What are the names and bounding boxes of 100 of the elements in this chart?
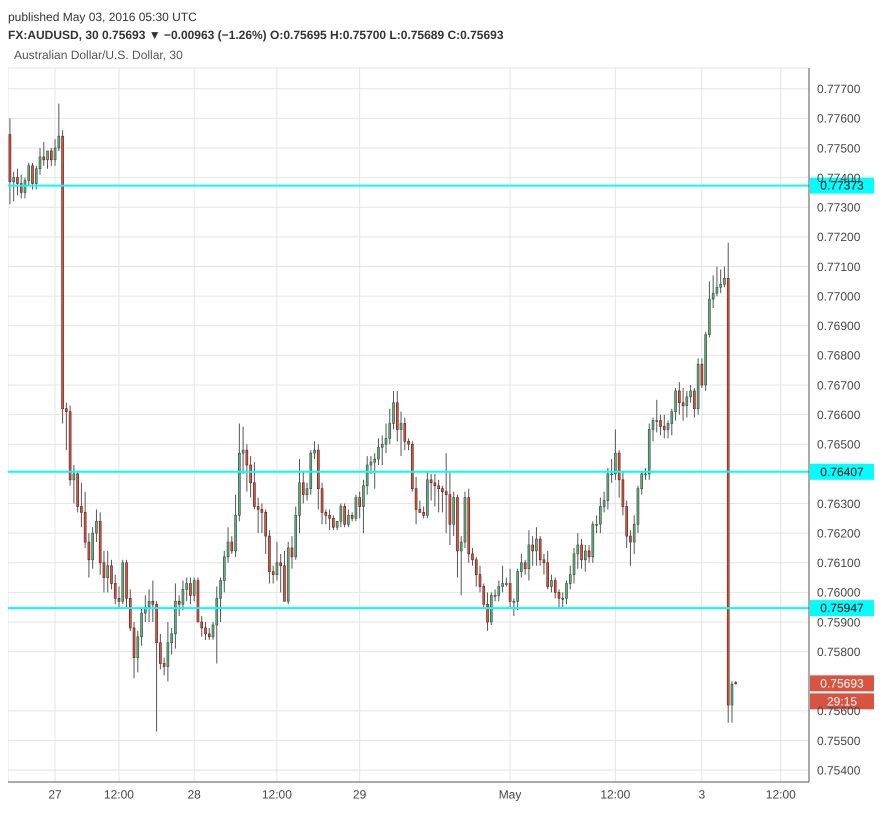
candlestick [12, 171, 15, 202]
candlestick [178, 594, 180, 617]
candlestick [302, 470, 305, 504]
candlestick [246, 444, 248, 492]
text: published May 03, 2016 05:30 UTC [8, 10, 197, 24]
x-tick-label: May [498, 788, 522, 802]
candlestick [42, 142, 46, 166]
candlestick [554, 577, 557, 599]
x-tick-label: 12:00 [766, 788, 796, 802]
y-tick-label: 0.76300 [817, 496, 861, 511]
y-tick-label: 0.76900 [817, 319, 861, 334]
candlestick [730, 680, 734, 724]
candlestick [106, 550, 110, 593]
x-tick-label: 3 [698, 788, 706, 802]
candlestick [474, 556, 478, 587]
y-tick-label: 0.76600 [817, 408, 861, 422]
y-tick-label: 0.75400 [817, 763, 861, 778]
candlestick [538, 536, 542, 566]
candlestick [689, 384, 692, 404]
candlestick [400, 411, 402, 457]
y-tick-label: 0.75900 [817, 615, 861, 630]
ref-line-label: 0.75947 [820, 601, 864, 616]
candlestick [208, 627, 211, 640]
y-tick-label: 0.76100 [817, 556, 861, 570]
candlestick [72, 464, 76, 504]
candlestick [347, 508, 350, 528]
candlestick [434, 473, 436, 507]
y-tick-label: 0.75500 [817, 734, 861, 748]
candlestick [550, 574, 553, 593]
candlestick [189, 577, 192, 605]
candlestick [50, 147, 53, 166]
candlestick [31, 162, 34, 190]
candlestick [148, 588, 150, 623]
candlestick [524, 559, 526, 576]
candlestick [444, 452, 448, 534]
x-tick-label: 12:00 [104, 788, 134, 802]
x-tick-label: 12:00 [600, 788, 631, 802]
y-tick-label: 0.77300 [817, 200, 861, 215]
candlestick [404, 417, 406, 451]
y-tick-label: 0.77700 [817, 82, 861, 96]
candlestick [166, 622, 170, 682]
candlestick [700, 358, 704, 388]
candlestick [498, 580, 500, 602]
candlestick [230, 536, 234, 554]
candlestick [588, 544, 590, 564]
candlestick [662, 414, 666, 439]
x-tick-label: 27 [48, 788, 62, 802]
candlestick [422, 506, 425, 519]
candlestick [328, 508, 331, 531]
candlestick [253, 462, 256, 510]
chart-title: FX:AUDUSD, 30 0.75693 ▼ −0.00963 (−1.26%) O:0.75695 H:0.75700 L:0.75689 C:0.75693 [8, 27, 505, 44]
candlestick [441, 485, 444, 513]
candlestick [54, 138, 56, 166]
candlestick [655, 399, 658, 433]
x-tick-label: 29 [352, 788, 367, 802]
candlestick [358, 491, 361, 519]
candlestick [719, 268, 722, 294]
candlestick [531, 536, 534, 566]
y-tick-label: 0.77100 [817, 260, 861, 274]
y-tick-label: 0.76800 [817, 348, 861, 363]
y-tick-label: 0.75800 [817, 644, 861, 659]
chart-subtitle: Australian Dollar/U.S. Dollar, 30 [14, 48, 183, 62]
x-tick-label: 28 [187, 788, 202, 802]
candlestick [332, 514, 335, 531]
y-tick-label: 0.77000 [817, 289, 861, 304]
y-tick-label: 0.77500 [817, 141, 861, 156]
candlestick [384, 423, 388, 454]
candlestick [430, 473, 432, 502]
candlestick [599, 497, 602, 534]
candlestick [182, 580, 184, 611]
candlestick [118, 586, 120, 608]
candlestick [584, 544, 587, 572]
candlestick [380, 434, 384, 466]
candlestick [716, 266, 718, 297]
y-tick-label: 0.76000 [817, 586, 861, 600]
y-tick-label: 0.76200 [817, 526, 861, 540]
y-tick-label: 0.76500 [817, 438, 861, 452]
candlestick [343, 503, 346, 528]
candlestick [508, 568, 512, 608]
candlestick [682, 387, 684, 422]
text: 0.75693 [820, 676, 864, 690]
y-tick-label: 0.77600 [817, 112, 861, 126]
candlestick [354, 494, 358, 522]
candlestick [16, 168, 19, 196]
candlestick [204, 622, 207, 640]
candlestick [693, 387, 696, 418]
candlestick [290, 536, 294, 570]
candlestick [723, 266, 726, 288]
candlestick [185, 577, 188, 602]
y-tick-label: 0.77200 [817, 230, 861, 244]
candlestick [528, 530, 530, 582]
candlestick [678, 382, 681, 416]
candlestick [192, 577, 196, 602]
candlestick [535, 526, 538, 566]
candlestick [686, 390, 688, 418]
candlestick [340, 503, 342, 528]
candlestick [260, 503, 264, 534]
ref-line-label: 0.76407 [820, 464, 864, 479]
candlestick [377, 438, 380, 466]
candlestick [437, 479, 440, 513]
